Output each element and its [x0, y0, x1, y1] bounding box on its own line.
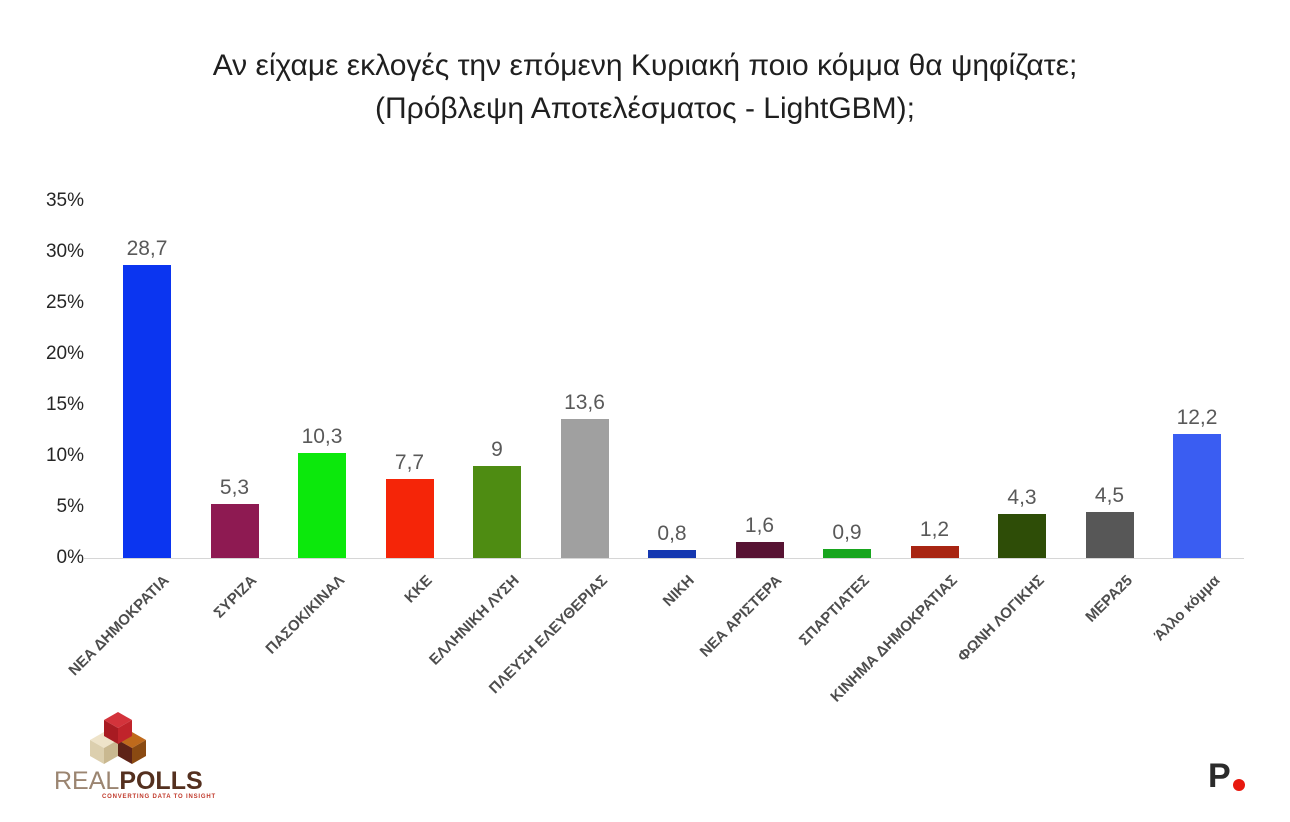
bar-value-label: 1,6: [744, 514, 775, 537]
bar-value-label: 9: [491, 438, 503, 461]
p-logo: P: [1208, 758, 1268, 802]
bar-5: [473, 466, 521, 558]
x-axis-category-label: ΣΠΑΡΤΙΑΤΕΣ: [796, 572, 874, 649]
bar-value-label: 4,5: [1094, 484, 1125, 507]
bar-value-label: 0,9: [832, 521, 862, 544]
x-axis-category-label: ΦΩΝΗ ΛΟΓΙΚΗΣ: [954, 572, 1049, 666]
y-axis-tick-label: 15%: [45, 394, 84, 415]
bar-12: [1085, 512, 1134, 558]
x-axis-category-label: ΝΕΑ ΑΡΙΣΤΕΡΑ: [696, 572, 786, 661]
bar-value-label: 4,3: [1007, 486, 1037, 509]
y-axis-tick-label: 20%: [45, 343, 84, 364]
x-axis-category-label: ΣΥΡΙΖΑ: [210, 572, 261, 622]
realpolls-logo: REALPOLLS CONVERTING DATA TO INSIGHT: [54, 710, 215, 806]
y-axis-tick-label: 30%: [45, 241, 84, 262]
bar-value-label: 0,8: [657, 522, 687, 545]
y-axis-tick-label: 0%: [56, 547, 84, 568]
x-axis-category-label: ΚΚΕ: [401, 572, 436, 607]
y-axis-tick-label: 10%: [45, 445, 84, 466]
realpolls-cubes-icon: [90, 712, 146, 764]
chart-title: Αν είχαμε εκλογές την επόμενη Κυριακή πο…: [0, 44, 1290, 130]
x-axis-category-label: ΜΕΡΑ25: [1081, 572, 1136, 626]
x-axis-category-label: ΝΙΚΗ: [660, 572, 699, 610]
p-logo-red-dot-icon: [1233, 779, 1245, 791]
bar-value-label: 1,2: [919, 518, 950, 541]
chart-title-line2: (Πρόβλεψη Αποτελέσματος - LightGBM);: [374, 92, 915, 125]
bar-value-label: 10,3: [301, 425, 343, 448]
y-axis-tick-label: 5%: [56, 496, 84, 517]
realpolls-tagline: CONVERTING DATA TO INSIGHT: [102, 794, 216, 800]
bar-1: [123, 265, 171, 558]
bar-value-label: 5,3: [219, 476, 250, 499]
p-logo-letter: P: [1208, 757, 1231, 795]
realpolls-word-real: REAL: [54, 767, 120, 795]
x-axis-category-label: Άλλο κόμμα: [1150, 572, 1224, 645]
bar-2: [210, 504, 259, 558]
x-axis-category-label: ΕΛΛΗΝΙΚΗ ΛΥΣΗ: [426, 572, 524, 669]
bar-8: [735, 542, 784, 558]
bar-6: [560, 419, 609, 558]
x-axis-category-label: ΝΕΑ ΔΗΜΟΚΡΑΤΙΑ: [65, 572, 174, 680]
realpolls-wordmark: REALPOLLS: [54, 767, 203, 795]
bar-13: [1173, 434, 1221, 558]
bar-value-label: 13,6: [564, 391, 605, 414]
bar-7: [648, 550, 696, 558]
bar-10: [910, 546, 959, 558]
x-axis-category-label: ΠΑΣΟΚ/ΚΙΝΑΛ: [262, 572, 349, 658]
y-axis-tick-label: 25%: [45, 292, 84, 313]
bar-value-label: 28,7: [126, 237, 168, 260]
bar-value-label: 7,7: [394, 451, 425, 474]
bar-value-label: 12,2: [1176, 406, 1218, 429]
realpolls-word-polls: POLLS: [119, 767, 203, 795]
chart-title-line1: Αν είχαμε εκλογές την επόμενη Κυριακή πο…: [212, 49, 1078, 82]
x-axis-baseline: [84, 558, 1244, 559]
bar-3: [298, 453, 346, 558]
bar-11: [998, 514, 1046, 558]
bar-9: [823, 549, 871, 558]
bar-4: [385, 479, 434, 558]
y-axis-tick-label: 35%: [45, 190, 84, 211]
